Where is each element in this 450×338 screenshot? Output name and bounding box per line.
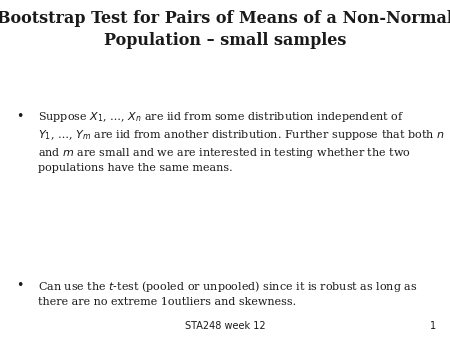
- Text: Bootstrap Test for Pairs of Means of a Non-Normal
Population – small samples: Bootstrap Test for Pairs of Means of a N…: [0, 10, 450, 49]
- Text: 1: 1: [430, 321, 436, 331]
- Text: Can use the $t$-test (pooled or unpooled) since it is robust as long as
there ar: Can use the $t$-test (pooled or unpooled…: [38, 279, 418, 307]
- Text: •: •: [16, 279, 23, 292]
- Text: •: •: [16, 110, 23, 123]
- Text: STA248 week 12: STA248 week 12: [184, 321, 266, 331]
- Text: Suppose $X_1$, …, $X_n$ are iid from some distribution independent of
$Y_1$, …, : Suppose $X_1$, …, $X_n$ are iid from som…: [38, 110, 445, 173]
